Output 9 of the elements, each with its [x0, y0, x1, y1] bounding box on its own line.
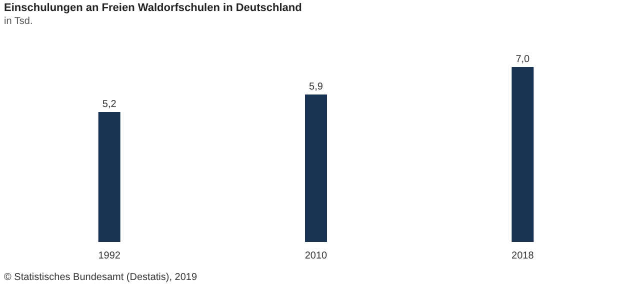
data-label: 7,0	[516, 54, 530, 65]
chart-subtitle: in Tsd.	[4, 16, 33, 27]
x-tick-label: 2010	[304, 250, 328, 262]
x-tick-label: 1992	[98, 250, 121, 262]
data-label: 5,9	[309, 82, 324, 92]
text: © Statistisches Bundesamt (Destatis), 2019	[4, 272, 198, 283]
x-tick-label: 2018	[512, 250, 534, 262]
data-label: 5,2	[102, 99, 117, 110]
chart-title: Einschulungen an Freien Waldorfschulen in Deutschland	[4, 2, 302, 14]
